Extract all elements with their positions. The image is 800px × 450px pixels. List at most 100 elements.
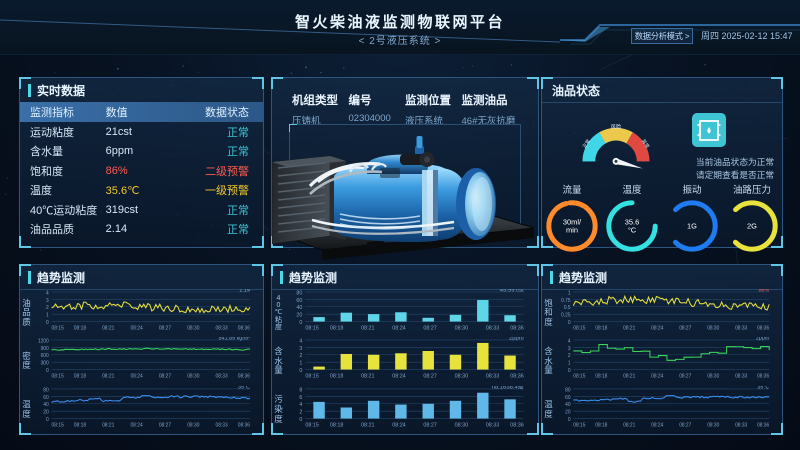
- svg-text:0: 0: [46, 320, 49, 326]
- svg-text:60: 60: [296, 298, 302, 304]
- svg-text:2: 2: [568, 353, 571, 359]
- svg-text:08:15: 08:15: [52, 422, 64, 428]
- svg-text:08:27: 08:27: [159, 325, 171, 331]
- svg-text:45.99 cst: 45.99 cst: [500, 289, 524, 293]
- svg-text:08:27: 08:27: [679, 374, 691, 380]
- svg-text:60: 60: [43, 394, 49, 400]
- svg-text:08:18: 08:18: [595, 374, 607, 380]
- svg-text:2ppm: 2ppm: [509, 337, 524, 341]
- svg-text:40: 40: [296, 305, 302, 311]
- svg-text:08:21: 08:21: [623, 422, 635, 428]
- svg-text:1: 1: [568, 290, 571, 296]
- svg-text:08:18: 08:18: [595, 422, 607, 428]
- svg-text:08:18: 08:18: [330, 422, 344, 428]
- svg-text:08:18: 08:18: [330, 374, 344, 380]
- svg-text:08:30: 08:30: [455, 326, 469, 332]
- svg-text:08:27: 08:27: [423, 422, 437, 428]
- svg-text:08:30: 08:30: [707, 422, 719, 428]
- svg-text:08:18: 08:18: [74, 374, 86, 380]
- svg-text:0: 0: [568, 368, 571, 374]
- svg-text:08:24: 08:24: [392, 422, 406, 428]
- svg-text:08:30: 08:30: [707, 374, 719, 380]
- svg-text:08:36: 08:36: [510, 326, 524, 332]
- svg-text:4: 4: [568, 339, 571, 345]
- svg-text:20: 20: [296, 313, 302, 319]
- svg-text:08:30: 08:30: [455, 422, 469, 428]
- svg-text:35℃: 35℃: [757, 386, 770, 391]
- svg-text:0.25: 0.25: [561, 312, 571, 318]
- svg-text:08:36: 08:36: [757, 374, 769, 380]
- svg-text:900: 900: [41, 346, 49, 352]
- svg-text:08:21: 08:21: [102, 422, 114, 428]
- svg-text:841.85 kg/m³: 841.85 kg/m³: [219, 337, 251, 342]
- svg-text:08:36: 08:36: [510, 422, 524, 428]
- svg-text:300: 300: [41, 361, 49, 367]
- svg-text:08:36: 08:36: [757, 422, 769, 428]
- svg-text:0.75: 0.75: [561, 298, 571, 304]
- svg-text:08:36: 08:36: [238, 374, 250, 380]
- svg-text:08:30: 08:30: [187, 422, 199, 428]
- svg-text:min: min: [566, 226, 578, 235]
- svg-text:08:24: 08:24: [651, 325, 663, 331]
- svg-text:08:36: 08:36: [238, 422, 250, 428]
- svg-text:08:27: 08:27: [159, 422, 171, 428]
- svg-text:0: 0: [299, 417, 302, 423]
- svg-text:08:15: 08:15: [52, 325, 64, 331]
- svg-text:08:36: 08:36: [238, 325, 250, 331]
- svg-text:08:27: 08:27: [679, 325, 691, 331]
- svg-text:2ppm: 2ppm: [756, 337, 770, 342]
- svg-text:1: 1: [46, 312, 49, 318]
- svg-text:3: 3: [299, 346, 302, 352]
- svg-text:1G: 1G: [687, 221, 697, 230]
- svg-text:0: 0: [299, 368, 302, 374]
- svg-text:08:27: 08:27: [679, 422, 691, 428]
- svg-text:08:33: 08:33: [735, 325, 747, 331]
- svg-text:08:24: 08:24: [651, 374, 663, 380]
- svg-text:1: 1: [299, 361, 302, 367]
- svg-text:8: 8: [299, 387, 302, 393]
- svg-text:0: 0: [568, 417, 571, 423]
- svg-text:0: 0: [46, 417, 49, 423]
- svg-text:08:18: 08:18: [74, 325, 86, 331]
- svg-text:08:24: 08:24: [392, 374, 406, 380]
- svg-text:2G: 2G: [747, 221, 757, 230]
- svg-text:08:15: 08:15: [573, 374, 585, 380]
- svg-text:86%: 86%: [759, 289, 770, 294]
- svg-text:08:27: 08:27: [423, 374, 437, 380]
- svg-text:08:36: 08:36: [757, 325, 769, 331]
- svg-text:08:21: 08:21: [361, 374, 375, 380]
- svg-text:08:21: 08:21: [361, 326, 375, 332]
- svg-text:°C: °C: [628, 226, 637, 235]
- svg-text:na:1638.4级: na:1638.4级: [492, 386, 524, 390]
- svg-text:80: 80: [43, 387, 49, 393]
- svg-text:08:33: 08:33: [735, 422, 747, 428]
- svg-text:08:21: 08:21: [361, 422, 375, 428]
- svg-text:08:30: 08:30: [707, 325, 719, 331]
- svg-text:08:33: 08:33: [215, 374, 227, 380]
- svg-text:3: 3: [46, 298, 49, 304]
- svg-text:80: 80: [565, 387, 571, 393]
- svg-text:80: 80: [296, 290, 302, 296]
- svg-text:0: 0: [568, 320, 571, 326]
- svg-text:0: 0: [299, 320, 302, 326]
- svg-text:4: 4: [299, 339, 302, 345]
- svg-text:08:21: 08:21: [623, 325, 635, 331]
- svg-text:08:30: 08:30: [455, 374, 469, 380]
- svg-text:20: 20: [43, 409, 49, 415]
- svg-text:08:33: 08:33: [215, 325, 227, 331]
- svg-text:08:33: 08:33: [486, 326, 500, 332]
- svg-text:4: 4: [299, 402, 302, 408]
- svg-text:1200: 1200: [38, 339, 49, 345]
- svg-text:2: 2: [299, 409, 302, 415]
- svg-text:08:30: 08:30: [187, 325, 199, 331]
- svg-text:2: 2: [299, 354, 302, 360]
- svg-text:08:21: 08:21: [623, 374, 635, 380]
- svg-text:08:15: 08:15: [573, 325, 585, 331]
- svg-text:08:15: 08:15: [52, 374, 64, 380]
- svg-text:4: 4: [46, 290, 49, 296]
- svg-text:08:36: 08:36: [510, 374, 524, 380]
- svg-text:08:24: 08:24: [130, 325, 142, 331]
- svg-text:08:24: 08:24: [651, 422, 663, 428]
- svg-text:08:30: 08:30: [187, 374, 199, 380]
- svg-text:2.14: 2.14: [240, 289, 250, 294]
